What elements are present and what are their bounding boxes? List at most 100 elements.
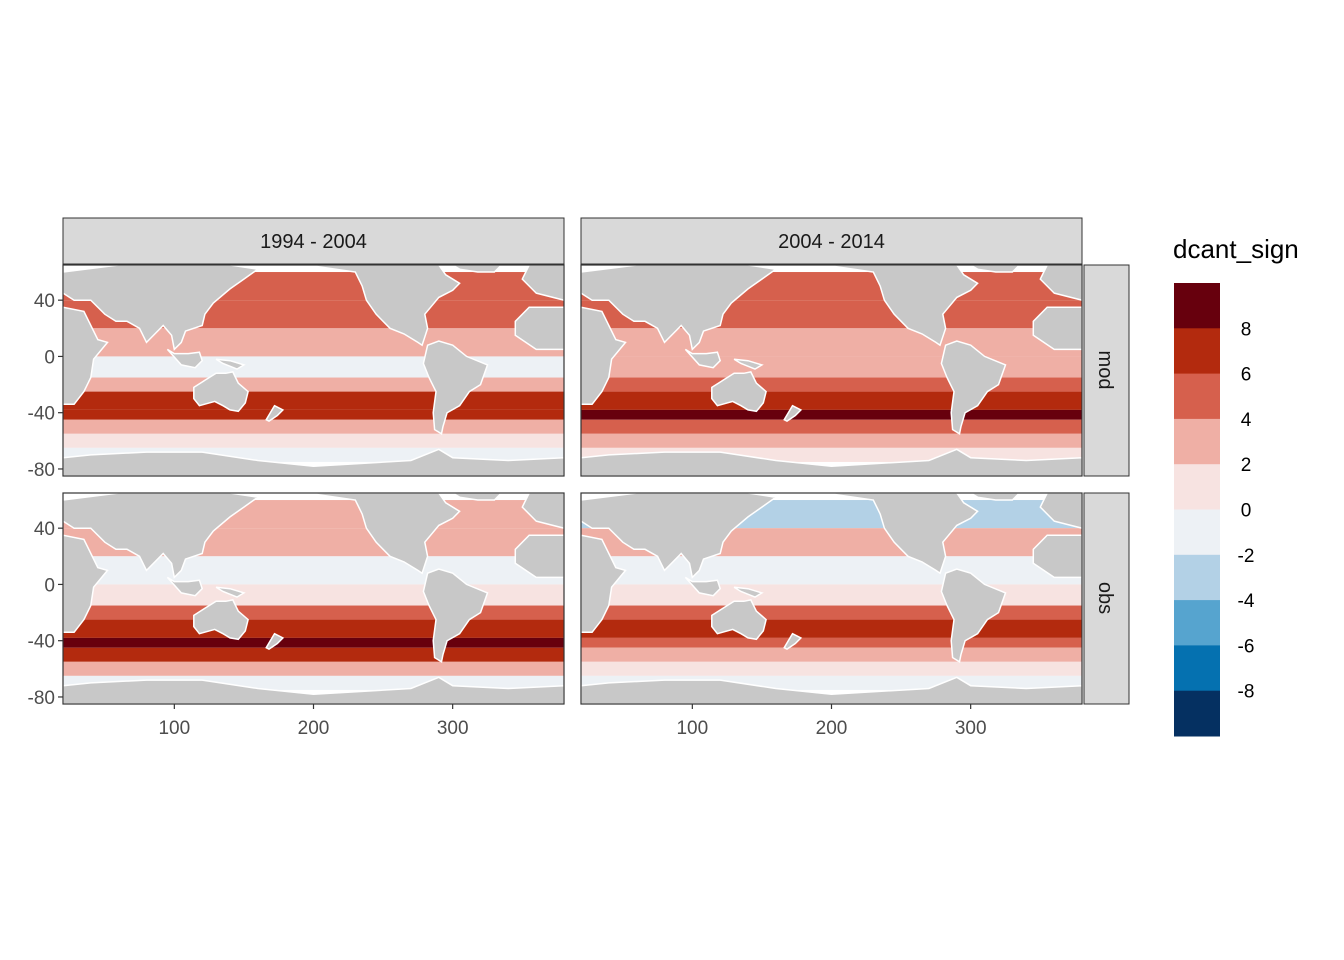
land-mass [265,404,285,422]
legend-swatch [1174,373,1220,420]
heat-band [63,647,564,662]
panel-mod-2 [581,265,1082,476]
land-mass [521,265,564,301]
land-mass [166,576,204,597]
legend-break-label: -4 [1238,591,1255,612]
heat-band [63,661,564,676]
land-mass [514,534,564,579]
land-mass [514,306,564,351]
heat-band [581,409,1082,420]
legend-swatch [1174,464,1220,510]
legend-swatch [1174,645,1220,692]
column-strip-label: 1994 - 2004 [260,231,367,253]
heatmap-panels [62,264,1083,705]
land-mass [1039,265,1082,301]
y-tick-label: -80 [28,460,55,481]
legend-swatch [1174,418,1220,465]
land-mass [265,632,285,650]
land-mass [969,265,1021,273]
heat-band [63,377,564,392]
heat-band [63,584,564,606]
y-tick-label: 40 [34,291,55,312]
land-mass [215,358,246,370]
legend-colorbar: 8 6 4 2 0 -2 -4 -6 -8 [1174,283,1255,737]
panel-border [580,264,1083,477]
panel-obs-2 [581,493,1082,704]
legend-swatch [1174,690,1220,737]
heat-band [581,647,1082,662]
legend-swatch [1174,600,1220,646]
legend-swatch [1174,283,1220,329]
land-mass [451,265,503,273]
land-mass [422,568,489,663]
land-mass [193,599,249,641]
heat-band [581,584,1082,606]
legend-break-label: -8 [1238,682,1255,703]
land-mass [581,448,1082,476]
y-tick-label: 0 [44,347,55,368]
land-mass [215,586,246,598]
heat-band [581,356,1082,378]
row-strip-obs: obs [1083,492,1130,705]
legend-break-label: -2 [1238,546,1255,567]
land-mass [684,348,722,369]
row-strip-mod: mod [1083,264,1130,477]
axes: 40 0 -40 -80 40 0 -40 -80 100 200 300 100 200 300 [28,291,987,739]
row-strip-label: mod [1094,351,1116,390]
land-mass [306,493,461,575]
panel-border [62,264,565,477]
land-mass [63,676,564,704]
panel-obs-1 [63,493,564,704]
heat-band [581,637,1082,648]
land-mass [711,599,767,641]
land-mass [306,265,461,347]
legend-break-label: -6 [1238,636,1255,657]
x-tick-label: 200 [816,718,848,739]
x-tick-label: 300 [437,718,469,739]
heat-band [581,605,1082,620]
heat-band [63,637,564,648]
y-tick-label: -80 [28,688,55,709]
x-tick-label: 300 [955,718,987,739]
land-mass [824,493,979,575]
heat-band [63,419,564,434]
land-mass [1032,306,1082,351]
land-mass [521,493,564,529]
panel-mod-1 [63,265,564,476]
land-mass [1039,493,1082,529]
heat-band [63,391,564,410]
row-strip-label: obs [1094,582,1116,614]
heat-band [581,619,1082,638]
land-mass [581,493,778,579]
land-mass [783,404,803,422]
land-mass [63,448,564,476]
heat-band [63,619,564,638]
heat-band [63,433,564,448]
heat-band [63,409,564,420]
x-tick-label: 100 [158,718,190,739]
land-mass [733,358,764,370]
heat-band [63,605,564,620]
land-mass [733,586,764,598]
land-mass [940,340,1007,435]
heat-band [581,556,1082,585]
land-mass [451,493,503,501]
legend-swatch [1174,328,1220,375]
legend-swatch [1174,509,1220,556]
land-mass [824,265,979,347]
legend-title: dcant_sign [1173,234,1299,264]
column-strip-2: 2004 - 2014 [580,217,1083,265]
land-mass [193,371,249,413]
land-mass [581,306,627,406]
legend-swatch [1174,554,1220,601]
heat-band [581,328,1082,357]
land-mass [63,306,109,406]
land-mass [711,371,767,413]
land-mass [581,676,1082,704]
land-mass [63,534,109,634]
legend-break-label: 0 [1241,501,1252,522]
y-tick-label: 0 [44,575,55,596]
land-mass [684,576,722,597]
land-mass [581,265,778,351]
heat-band [581,419,1082,434]
